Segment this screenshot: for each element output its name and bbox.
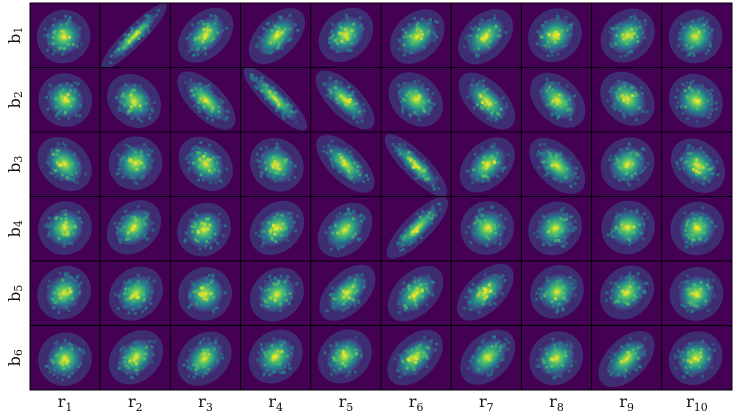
panel-b3-r10 [661, 131, 733, 197]
panel-b1-r3 [169, 2, 242, 68]
col-label-r4: r4 [268, 392, 283, 411]
panel-b2-r4 [240, 67, 312, 133]
panel-b4-r7 [450, 196, 522, 262]
panel-b5-r3 [169, 260, 242, 326]
panel-b1-r10 [661, 2, 733, 68]
col-label-r6: r6 [409, 392, 424, 411]
panel-b6-r7 [450, 325, 522, 391]
panel-b6-r9 [591, 325, 663, 391]
panel-b5-r1 [29, 260, 101, 326]
panel-b1-r2 [99, 2, 171, 68]
col-label-r5: r5 [339, 392, 354, 411]
panel-b6-r8 [520, 325, 593, 391]
panel-b1-r4 [240, 2, 312, 68]
panel-b1-r6 [380, 2, 452, 68]
panel-b2-r3 [169, 67, 242, 133]
panel-b3-r6 [380, 131, 452, 197]
panel-b2-r7 [450, 67, 522, 133]
panel-b2-r2 [99, 67, 171, 133]
panel-b6-r10 [661, 325, 733, 391]
row-label-b4: b4 [5, 220, 26, 237]
panel-b5-r9 [591, 260, 663, 326]
col-label-r8: r8 [549, 392, 564, 411]
col-label-r7: r7 [479, 392, 494, 411]
panel-b3-r2 [99, 131, 171, 197]
panel-b3-r9 [591, 131, 663, 197]
panel-b2-r9 [591, 67, 663, 133]
panel-b6-r4 [240, 325, 312, 391]
panel-b1-r9 [591, 2, 663, 68]
panel-b1-r1 [29, 2, 101, 68]
panel-b5-r5 [310, 260, 382, 326]
panel-b3-r1 [29, 131, 101, 197]
panel-b5-r7 [450, 260, 522, 326]
panel-b1-r5 [310, 2, 382, 68]
col-label-r9: r9 [619, 392, 634, 411]
panel-b6-r1 [29, 325, 101, 391]
col-label-r2: r2 [128, 392, 143, 411]
panel-b4-r8 [520, 196, 593, 262]
panel-b3-r3 [169, 131, 242, 197]
panel-b5-r2 [99, 260, 171, 326]
panel-b4-r1 [29, 196, 101, 262]
panel-b5-r4 [240, 260, 312, 326]
panel-b4-r9 [591, 196, 663, 262]
panel-b6-r5 [310, 325, 382, 391]
row-labels: b1 b2 b3 b4 b5 b6 [5, 27, 26, 367]
panel-b4-r6 [380, 196, 452, 262]
panel-b5-r10 [661, 260, 733, 326]
panel-b6-r3 [169, 325, 242, 391]
row-label-b6: b6 [5, 349, 26, 366]
panel-b4-r5 [310, 196, 382, 262]
row-label-b3: b3 [5, 156, 26, 173]
panel-b3-r8 [520, 131, 593, 197]
row-label-b2: b2 [5, 91, 26, 108]
panel-grid [29, 2, 733, 391]
panel-b2-r5 [310, 67, 382, 133]
panel-b3-r4 [240, 131, 312, 197]
panel-b4-r3 [169, 196, 242, 262]
panel-b2-r6 [380, 67, 452, 133]
panel-b5-r8 [520, 260, 593, 326]
panel-b3-r7 [450, 131, 522, 197]
panel-b2-r10 [661, 67, 733, 133]
panel-b6-r2 [99, 325, 171, 391]
panel-b2-r1 [29, 67, 101, 133]
row-label-b5: b5 [5, 285, 26, 302]
panel-b1-r7 [450, 2, 522, 68]
panel-b5-r6 [380, 260, 452, 326]
col-label-r1: r1 [58, 392, 73, 411]
row-label-b1: b1 [5, 27, 26, 44]
panel-b1-r8 [520, 2, 593, 68]
col-label-r10: r10 [686, 392, 708, 411]
panel-b4-r2 [99, 196, 171, 262]
panel-b4-r10 [661, 196, 733, 262]
panel-b2-r8 [520, 67, 593, 133]
col-label-r3: r3 [198, 392, 213, 411]
panel-b3-r5 [310, 131, 382, 197]
column-labels: r1 r2 r3 r4 r5 r6 r7 r8 r9 r10 [58, 392, 708, 411]
panel-b4-r4 [240, 196, 312, 262]
panel-b6-r6 [380, 325, 452, 391]
